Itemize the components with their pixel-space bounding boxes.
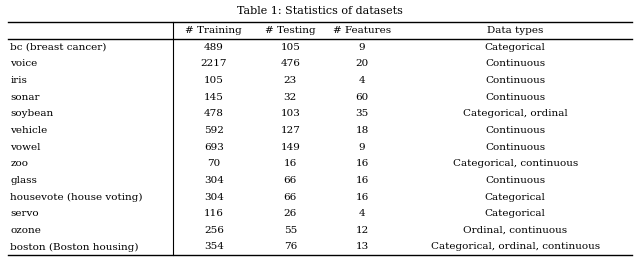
Text: 354: 354 [204, 243, 224, 251]
Text: 489: 489 [204, 43, 224, 51]
Text: 55: 55 [284, 226, 297, 235]
Text: # Training: # Training [186, 26, 242, 35]
Text: 35: 35 [356, 109, 369, 118]
Text: bc (breast cancer): bc (breast cancer) [10, 43, 107, 51]
Text: 76: 76 [284, 243, 297, 251]
Text: 9: 9 [359, 142, 365, 152]
Text: Categorical, continuous: Categorical, continuous [452, 159, 578, 168]
Text: 9: 9 [359, 43, 365, 51]
Text: zoo: zoo [10, 159, 28, 168]
Text: 145: 145 [204, 93, 224, 102]
Text: Categorical: Categorical [484, 209, 546, 218]
Text: 12: 12 [356, 226, 369, 235]
Text: Continuous: Continuous [485, 176, 545, 185]
Text: servo: servo [10, 209, 39, 218]
Text: 476: 476 [280, 59, 300, 68]
Text: 149: 149 [280, 142, 300, 152]
Text: Ordinal, continuous: Ordinal, continuous [463, 226, 567, 235]
Text: 105: 105 [204, 76, 224, 85]
Text: 304: 304 [204, 192, 224, 202]
Text: Continuous: Continuous [485, 126, 545, 135]
Text: 70: 70 [207, 159, 220, 168]
Text: 16: 16 [356, 176, 369, 185]
Text: 105: 105 [280, 43, 300, 51]
Text: 60: 60 [356, 93, 369, 102]
Text: # Testing: # Testing [265, 26, 316, 35]
Text: 66: 66 [284, 192, 297, 202]
Text: 26: 26 [284, 209, 297, 218]
Text: Continuous: Continuous [485, 93, 545, 102]
Text: Categorical, ordinal, continuous: Categorical, ordinal, continuous [431, 243, 600, 251]
Text: 592: 592 [204, 126, 224, 135]
Text: Data types: Data types [487, 26, 543, 35]
Text: 66: 66 [284, 176, 297, 185]
Text: 16: 16 [356, 159, 369, 168]
Text: ozone: ozone [10, 226, 41, 235]
Text: 693: 693 [204, 142, 224, 152]
Text: Categorical, ordinal: Categorical, ordinal [463, 109, 568, 118]
Text: housevote (house voting): housevote (house voting) [10, 192, 143, 202]
Text: Categorical: Categorical [484, 43, 546, 51]
Text: 16: 16 [356, 192, 369, 202]
Text: 16: 16 [284, 159, 297, 168]
Text: vehicle: vehicle [10, 126, 47, 135]
Text: 478: 478 [204, 109, 224, 118]
Text: Categorical: Categorical [484, 192, 546, 202]
Text: iris: iris [10, 76, 27, 85]
Text: Continuous: Continuous [485, 59, 545, 68]
Text: 18: 18 [356, 126, 369, 135]
Text: Continuous: Continuous [485, 142, 545, 152]
Text: Continuous: Continuous [485, 76, 545, 85]
Text: glass: glass [10, 176, 37, 185]
Text: 116: 116 [204, 209, 224, 218]
Text: # Features: # Features [333, 26, 391, 35]
Text: soybean: soybean [10, 109, 54, 118]
Text: 103: 103 [280, 109, 300, 118]
Text: boston (Boston housing): boston (Boston housing) [10, 242, 139, 252]
Text: voice: voice [10, 59, 38, 68]
Text: 256: 256 [204, 226, 224, 235]
Text: 2217: 2217 [200, 59, 227, 68]
Text: 4: 4 [359, 209, 365, 218]
Text: 127: 127 [280, 126, 300, 135]
Text: Table 1: Statistics of datasets: Table 1: Statistics of datasets [237, 6, 403, 16]
Text: vowel: vowel [10, 142, 41, 152]
Text: 32: 32 [284, 93, 297, 102]
Text: 13: 13 [356, 243, 369, 251]
Text: 304: 304 [204, 176, 224, 185]
Text: 20: 20 [356, 59, 369, 68]
Text: sonar: sonar [10, 93, 40, 102]
Text: 4: 4 [359, 76, 365, 85]
Text: 23: 23 [284, 76, 297, 85]
